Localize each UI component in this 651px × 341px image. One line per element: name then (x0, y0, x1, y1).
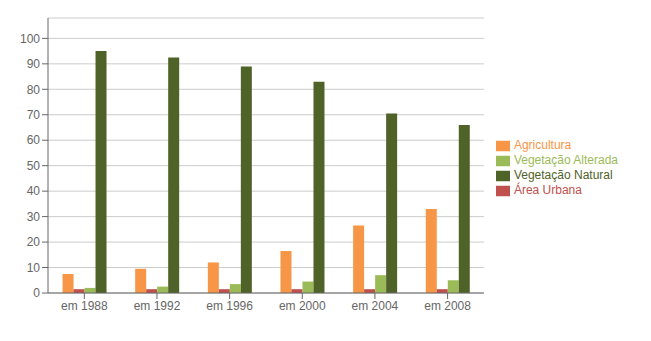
svg-text:em 1996: em 1996 (206, 299, 253, 313)
svg-text:10: 10 (27, 261, 41, 275)
html-text:Área Urbana: Área Urbana (513, 182, 582, 197)
svg-text:80: 80 (27, 83, 41, 97)
html-text:Vegetação Natural: Vegetação Natural (513, 168, 613, 182)
svg-text:40: 40 (27, 184, 41, 198)
html-text:Agricultura: Agricultura (513, 138, 572, 153)
svg-text:60: 60 (27, 133, 41, 147)
svg-text:20: 20 (27, 235, 41, 249)
html-text:Vegetação Alterada: Vegetação Alterada (513, 153, 618, 168)
svg-text:90: 90 (27, 57, 41, 71)
svg-text:100: 100 (20, 32, 40, 46)
svg-text:em 1992: em 1992 (134, 299, 181, 313)
svg-text:em 2000: em 2000 (279, 299, 326, 313)
svg-text:em 1988: em 1988 (61, 299, 108, 313)
svg-text:0: 0 (33, 286, 40, 300)
svg-text:30: 30 (27, 210, 41, 224)
svg-text:em 2004: em 2004 (352, 299, 399, 313)
svg-text:70: 70 (27, 108, 41, 122)
svg-text:50: 50 (27, 159, 41, 173)
svg-text:em 2008: em 2008 (424, 299, 471, 313)
